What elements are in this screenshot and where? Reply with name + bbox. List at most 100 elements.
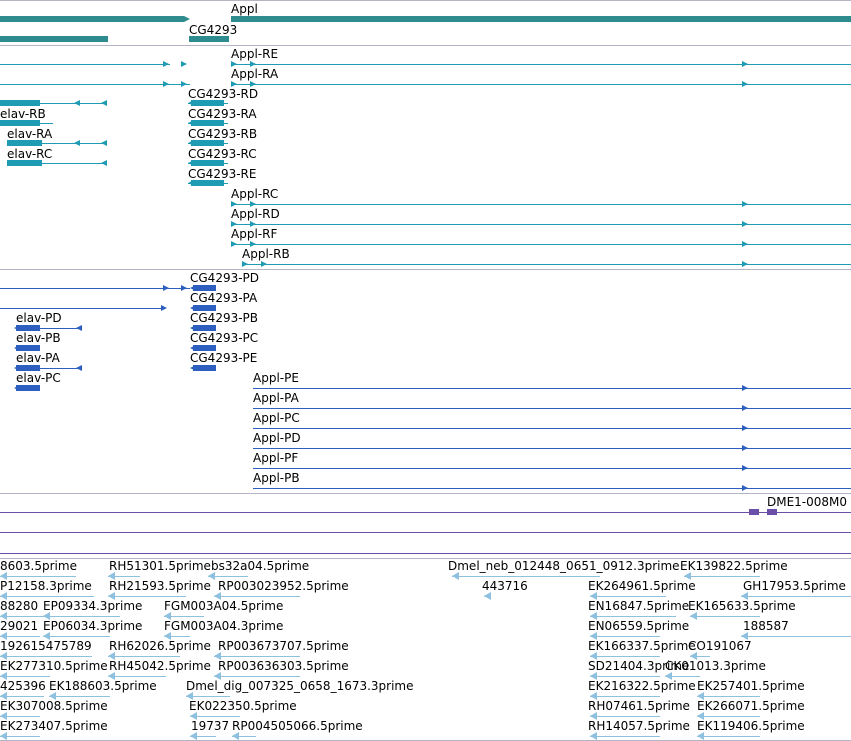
feature-label[interactable]: 19737 — [191, 719, 230, 733]
feature-label[interactable]: Appl-RE — [231, 47, 279, 61]
feature-intron-line — [0, 596, 94, 597]
feature-label[interactable]: 192615475789 — [0, 639, 92, 653]
feature-label[interactable]: 29021 — [0, 619, 39, 633]
feature-label[interactable]: DME1-008M0 — [767, 495, 848, 509]
feature-label[interactable]: bs32a04.5prime — [211, 559, 310, 573]
feature-label[interactable]: CG4293-RC — [188, 147, 257, 161]
feature-label[interactable]: RH14057.5prime — [588, 719, 690, 733]
feature-label[interactable]: Appl-RC — [231, 187, 279, 201]
feature-label[interactable]: EK307008.5prime — [0, 699, 108, 713]
feature-label[interactable]: EK139822.5prime — [680, 559, 788, 573]
feature-intron-line — [188, 183, 228, 184]
feature-label[interactable]: RP004505066.5prime — [232, 719, 363, 733]
feature-label[interactable]: EN16847.5prime — [588, 599, 690, 613]
feature-intron-line — [231, 244, 851, 245]
feature-label[interactable]: EK165633.5prime — [688, 599, 796, 613]
feature-label[interactable]: RP003636303.5prime — [218, 659, 349, 673]
strand-arrow-left-icon — [14, 345, 20, 351]
feature-label[interactable]: Appl-PC — [253, 411, 300, 425]
feature-label[interactable]: CG4293-RB — [188, 127, 258, 141]
feature-label[interactable]: EK273407.5prime — [0, 719, 108, 733]
feature-label[interactable]: elav-PB — [16, 331, 61, 345]
strand-arrow-left-icon — [0, 120, 6, 126]
feature-label[interactable]: CG4293-RA — [188, 107, 257, 121]
feature-label[interactable]: Appl — [231, 2, 258, 16]
strand-arrow-right-icon — [742, 261, 748, 267]
feature-label[interactable]: CG4293-PA — [190, 291, 258, 305]
feature-label[interactable]: Appl-PB — [253, 471, 300, 485]
feature-label[interactable]: RH07461.5prime — [588, 699, 690, 713]
feature-label[interactable]: elav-RB — [0, 107, 46, 121]
feature-label[interactable]: CG4293-PC — [190, 331, 259, 345]
feature-label[interactable]: Appl-PE — [253, 371, 299, 385]
feature-label[interactable]: Appl-RB — [242, 247, 290, 261]
strand-arrow-left-icon — [0, 712, 7, 720]
feature-label[interactable]: EN06559.5prime — [588, 619, 690, 633]
feature-label[interactable]: CG4293-PE — [190, 351, 258, 365]
feature-label[interactable]: elav-PC — [16, 371, 61, 385]
strand-arrow-right-icon — [163, 81, 169, 87]
feature-label[interactable]: FGM003A04.3prime — [164, 619, 284, 633]
feature-label[interactable]: SD21404.3prime — [588, 659, 690, 673]
feature-label[interactable]: Dmel_dig_007325_0658_1673.3prime — [186, 679, 414, 693]
feature-label[interactable]: elav-PA — [16, 351, 60, 365]
feature-label[interactable]: P12158.3prime — [0, 579, 92, 593]
feature-label[interactable]: EP09334.3prime — [43, 599, 143, 613]
feature-label[interactable]: CO191067 — [688, 639, 752, 653]
feature-label[interactable]: EK188603.5prime — [49, 679, 157, 693]
strand-arrow-right-icon — [742, 465, 748, 471]
strand-arrow-right-icon — [742, 241, 748, 247]
feature-label[interactable]: RP003023952.5prime — [218, 579, 349, 593]
feature-intron-line — [0, 64, 170, 65]
feature-label[interactable]: EK119406.5prime — [697, 719, 805, 733]
feature-label[interactable]: CG4293 — [189, 23, 238, 37]
feature-label[interactable]: CG4293-RE — [188, 167, 257, 181]
feature-exon-block — [193, 305, 216, 311]
feature-label[interactable]: GH17953.5prime — [743, 579, 846, 593]
feature-label[interactable]: 8603.5prime — [0, 559, 77, 573]
strand-arrow-right-icon — [250, 201, 256, 207]
feature-label[interactable]: Appl-PF — [253, 451, 299, 465]
feature-intron-line — [164, 616, 204, 617]
feature-label[interactable]: EK277310.5prime — [0, 659, 108, 673]
feature-label[interactable]: CK01013.3prime — [665, 659, 766, 673]
feature-intron-line — [0, 736, 40, 737]
feature-label[interactable]: Appl-PA — [253, 391, 299, 405]
feature-intron-line — [0, 676, 50, 677]
strand-arrow-right-icon — [163, 61, 169, 67]
feature-label[interactable]: elav-RA — [7, 127, 53, 141]
strand-arrow-right-icon — [742, 61, 748, 67]
feature-label[interactable]: CG4293-RD — [188, 87, 259, 101]
feature-label[interactable]: EK264961.5prime — [588, 579, 696, 593]
feature-label[interactable]: Appl-RD — [231, 207, 280, 221]
feature-label[interactable]: elav-PD — [16, 311, 62, 325]
feature-label[interactable]: EK266071.5prime — [697, 699, 805, 713]
feature-label[interactable]: CG4293-PD — [190, 271, 260, 285]
feature-label[interactable]: 425396 — [0, 679, 46, 693]
feature-label[interactable]: EK257401.5prime — [697, 679, 805, 693]
feature-label[interactable]: EK022350.5prime — [189, 699, 297, 713]
feature-label[interactable]: elav-RC — [7, 147, 53, 161]
feature-intron-line — [590, 716, 660, 717]
feature-label[interactable]: RP003673707.5prime — [218, 639, 349, 653]
feature-label[interactable]: 443716 — [482, 579, 528, 593]
feature-label[interactable]: EK216322.5prime — [588, 679, 696, 693]
strand-arrow-left-icon — [590, 712, 597, 720]
feature-label[interactable]: RH45042.5prime — [109, 659, 211, 673]
strand-arrow-right-icon — [250, 241, 256, 247]
feature-label[interactable]: RH51301.5prime — [109, 559, 211, 573]
feature-label[interactable]: RH21593.5prime — [109, 579, 211, 593]
feature-intron-line — [697, 736, 760, 737]
feature-label[interactable]: Appl-RF — [231, 227, 278, 241]
feature-label[interactable]: FGM003A04.5prime — [164, 599, 284, 613]
feature-label[interactable]: 88280 — [0, 599, 39, 613]
feature-label[interactable]: Appl-PD — [253, 431, 301, 445]
feature-label[interactable]: 188587 — [743, 619, 789, 633]
feature-label[interactable]: EP06034.3prime — [43, 619, 143, 633]
feature-label[interactable]: CG4293-PB — [190, 311, 259, 325]
feature-label[interactable]: Appl-RA — [231, 67, 279, 81]
feature-label[interactable]: Dmel_neb_012448_0651_0912.3prime — [448, 559, 680, 573]
feature-label[interactable]: RH62026.5prime — [109, 639, 211, 653]
feature-label[interactable]: EK166337.5prime — [588, 639, 696, 653]
feature-intron-line — [108, 576, 140, 577]
